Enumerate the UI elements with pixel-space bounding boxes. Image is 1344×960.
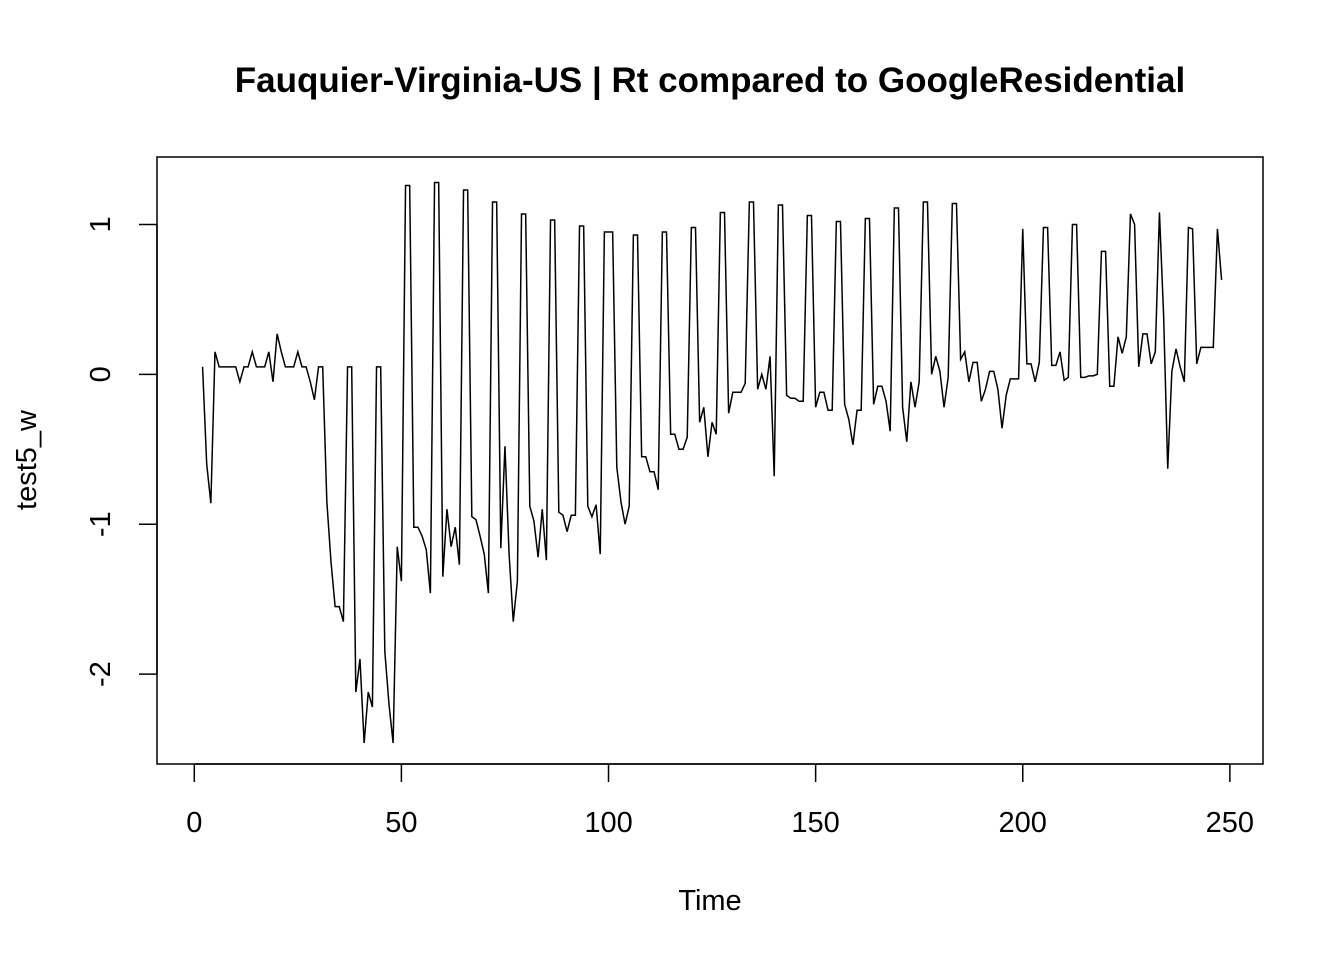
y-tick-label: -2 — [85, 661, 117, 687]
y-tick-label: -1 — [85, 511, 117, 537]
x-axis: 0 50 100 150 200 250 — [186, 763, 1254, 839]
x-tick-label: 100 — [584, 807, 632, 839]
y-axis-label: test5_w — [11, 409, 43, 510]
y-tick-label: 0 — [85, 366, 117, 382]
x-axis-label: Time — [678, 885, 741, 917]
x-tick-label: 150 — [791, 807, 839, 839]
y-axis: -2 -1 0 1 — [85, 216, 158, 687]
x-tick-label: 0 — [186, 807, 202, 839]
x-tick-label: 200 — [999, 807, 1047, 839]
y-tick-label: 1 — [85, 216, 117, 232]
series-line — [201, 181, 1223, 744]
x-tick-label: 250 — [1206, 807, 1254, 839]
x-tick-label: 50 — [385, 807, 417, 839]
chart-title: Fauquier-Virginia-US | Rt compared to Go… — [235, 61, 1185, 100]
plot-frame — [156, 156, 1264, 765]
